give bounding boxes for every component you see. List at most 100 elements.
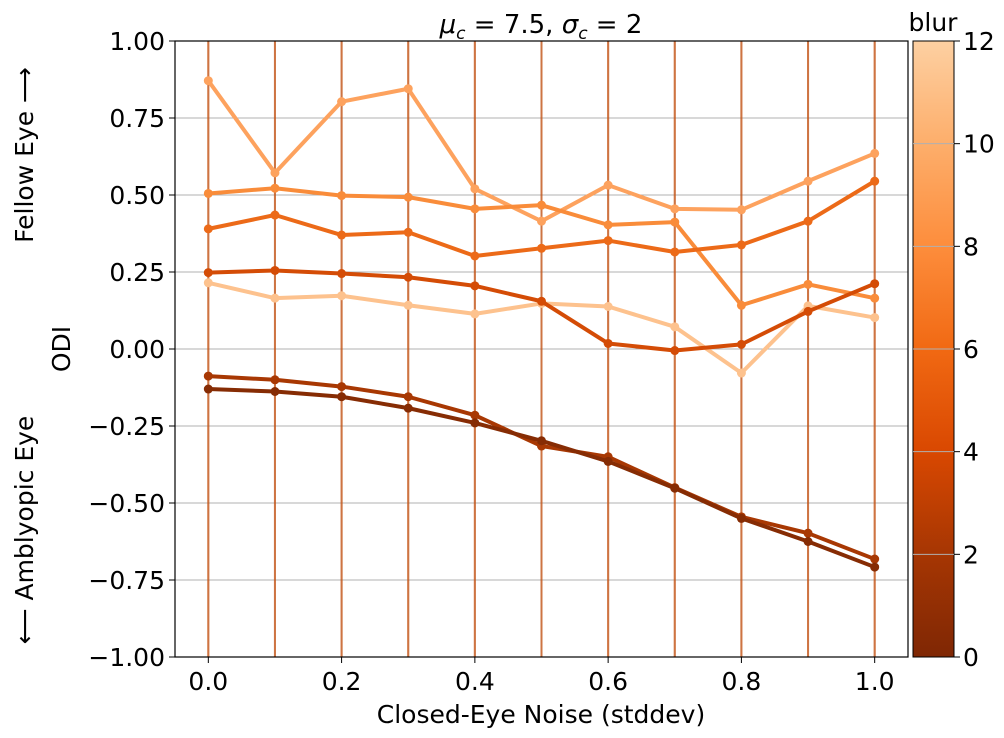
- data-point: [670, 483, 680, 493]
- x-tick-label: 1.0: [855, 667, 895, 696]
- colorbar-label: blur: [909, 8, 959, 37]
- data-point: [270, 375, 280, 385]
- data-point: [403, 392, 413, 402]
- x-axis-ticks: 0.0 0.2 0.4 0.6 0.8 1.0: [188, 657, 895, 696]
- x-tick-label: 0.0: [188, 667, 228, 696]
- data-point: [803, 176, 813, 186]
- data-point: [337, 392, 347, 402]
- data-point: [337, 97, 347, 107]
- data-point: [870, 176, 880, 186]
- x-tick-label: 0.6: [588, 667, 628, 696]
- data-point: [803, 537, 813, 546]
- data-point: [803, 528, 813, 538]
- data-point: [670, 204, 680, 214]
- data-point: [603, 301, 613, 311]
- data-point: [337, 191, 347, 201]
- data-point: [870, 313, 880, 323]
- y-tick-label: 0.25: [109, 258, 165, 287]
- data-point: [470, 418, 480, 428]
- data-point: [337, 291, 347, 301]
- data-point: [537, 200, 546, 210]
- y-tick-label: −0.50: [88, 489, 165, 518]
- fellow-eye-label: Fellow Eye ⟶: [10, 67, 39, 243]
- y-tick-label: 0.75: [109, 104, 165, 133]
- data-point: [736, 205, 746, 215]
- series-blur-6: [203, 176, 880, 261]
- data-point: [270, 387, 280, 397]
- colorbar-tick-label: 2: [963, 540, 979, 569]
- data-point: [270, 265, 280, 275]
- data-point: [603, 338, 613, 348]
- y-axis-ticks: −1.00 −0.75 −0.50 −0.25 0.00 0.25 0.50 0.75 1.00: [88, 27, 175, 672]
- y-tick-label: −0.25: [88, 412, 165, 441]
- data-point: [203, 371, 213, 381]
- data-point: [403, 84, 413, 94]
- x-tick-label: 0.8: [722, 667, 762, 696]
- data-point: [470, 281, 480, 291]
- data-point: [403, 192, 413, 202]
- data-point: [537, 243, 546, 253]
- y-tick-label: 0.00: [109, 335, 165, 364]
- data-point: [736, 339, 746, 349]
- data-point: [870, 554, 880, 564]
- data-point: [337, 382, 347, 392]
- data-point: [736, 240, 746, 250]
- x-tick-label: 0.4: [455, 667, 495, 696]
- data-point: [736, 368, 746, 378]
- data-point: [403, 300, 413, 310]
- colorbar-ticks: 0 2 4 6 8 10 12: [913, 27, 995, 672]
- series-blur-0: [203, 384, 880, 572]
- data-point: [537, 216, 546, 226]
- y-axis-label: ODI: [47, 326, 76, 372]
- error-bars: [207, 41, 876, 657]
- data-point: [203, 188, 213, 198]
- series-blur-8: [203, 183, 880, 310]
- colorbar-tick-label: 12: [963, 27, 995, 56]
- data-point: [203, 384, 213, 394]
- x-axis-label: Closed-Eye Noise (stddev): [377, 700, 705, 729]
- data-point: [736, 513, 746, 523]
- data-point: [670, 247, 680, 257]
- data-point: [270, 168, 280, 178]
- y-tick-label: −1.00: [88, 643, 165, 672]
- data-point: [603, 456, 613, 466]
- x-tick-label: 0.2: [322, 667, 362, 696]
- data-point: [870, 279, 880, 289]
- colorbar-tick-label: 4: [963, 438, 979, 467]
- data-point: [270, 293, 280, 303]
- data-point: [470, 309, 480, 319]
- data-point: [203, 76, 213, 86]
- amblyopic-eye-label: ⟵ Amblyopic Eye: [10, 416, 39, 645]
- data-point: [870, 293, 880, 303]
- colorbar-tick-label: 6: [963, 335, 979, 364]
- data-point: [470, 184, 480, 194]
- data-point: [870, 562, 880, 572]
- data-point: [470, 204, 480, 214]
- data-point: [470, 410, 480, 420]
- data-point: [537, 436, 546, 446]
- data-point: [203, 268, 213, 278]
- data-point: [603, 220, 613, 230]
- colorbar-tick-label: 8: [963, 232, 979, 261]
- chart-title: μc = 7.5, σc = 2: [439, 10, 643, 44]
- data-point: [403, 227, 413, 237]
- series-blur-4: [203, 265, 880, 356]
- y-tick-label: 1.00: [109, 27, 165, 56]
- data-point: [270, 183, 280, 193]
- data-point: [337, 269, 347, 279]
- data-point: [803, 279, 813, 289]
- series-blur-10: [203, 76, 880, 226]
- data-point: [803, 306, 813, 316]
- y-tick-label: 0.50: [109, 181, 165, 210]
- y-tick-label: −0.75: [88, 566, 165, 595]
- data-point: [203, 224, 213, 234]
- colorbar-tick-label: 0: [963, 643, 979, 672]
- data-point: [403, 272, 413, 282]
- colorbar-tick-label: 10: [963, 130, 995, 159]
- series-lines: [203, 76, 880, 572]
- data-point: [603, 236, 613, 246]
- data-point: [270, 210, 280, 220]
- data-point: [870, 148, 880, 158]
- data-point: [403, 403, 413, 413]
